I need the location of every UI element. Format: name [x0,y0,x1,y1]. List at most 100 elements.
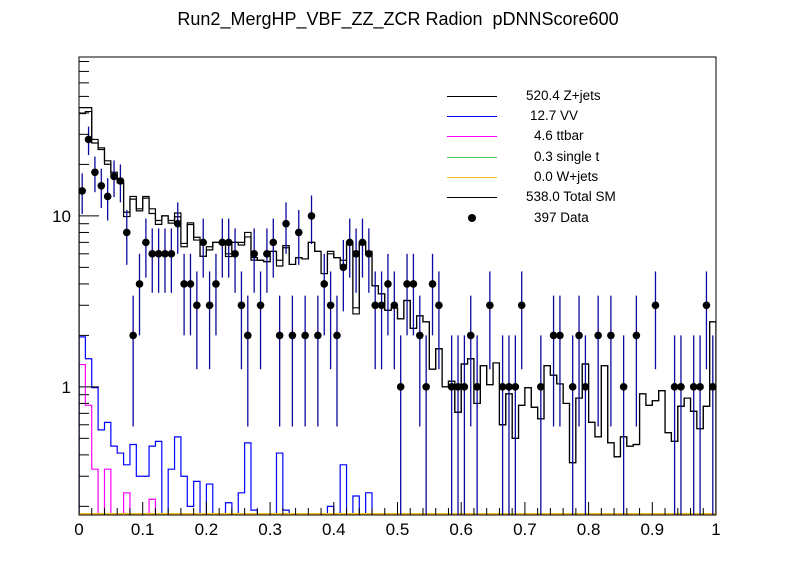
data-point [473,383,481,391]
data-point [193,301,201,310]
legend-label-total-sm: 538.0 Total SM [526,189,616,204]
data-point [454,383,462,391]
data-point [103,192,112,201]
data-point [358,238,367,247]
data-point [167,250,176,258]
x-tick-label: 0 [74,520,83,539]
data-point [148,250,157,258]
data-point [135,280,144,288]
x-tick-label: 0.4 [322,520,346,539]
data-point [377,301,386,310]
data-point [294,228,303,237]
x-tick-label: 0.5 [386,520,410,539]
data-point [556,331,564,340]
data-point [282,219,290,228]
data-point [537,383,545,391]
data-point [224,238,233,247]
legend-label-wjets: 0.0 W+jets [534,169,599,184]
data-point [575,331,583,340]
x-tick-label: 0.1 [131,520,155,539]
total-sm-histogram [79,106,716,515]
data-point [447,383,456,391]
data-point [371,301,380,310]
data-point [212,280,220,288]
data-point [231,250,239,258]
legend-marker-data [468,214,476,222]
data-point [677,383,685,391]
x-tick-label: 1 [711,520,720,539]
data-point [632,331,641,340]
data-point [275,331,284,340]
data-point [594,331,602,340]
data-point [549,331,558,340]
data-point [288,331,297,340]
data-point [651,301,660,310]
data-point [142,238,150,247]
data-point [173,219,182,228]
data-point [116,177,125,185]
data-point [581,383,590,391]
data-point [396,383,405,391]
x-tick-label: 0.2 [195,520,219,539]
data-point [78,187,86,195]
data-point [568,383,577,391]
data-point [460,383,469,391]
data-point [91,168,99,177]
vv-histogram [79,336,373,515]
data-point [689,383,698,391]
data-point [384,280,392,288]
data-point [314,331,322,340]
x-tick-label: 0.8 [577,520,601,539]
data-point [218,238,227,247]
legend-line-ttbar [447,136,497,137]
data-point [97,181,106,190]
data-point [301,331,309,340]
data-point [161,250,169,258]
data-point [390,301,399,310]
data-point [345,238,354,247]
data-point [339,263,348,272]
data-point [154,250,163,258]
data-point [619,383,628,391]
data-point [435,301,443,310]
chart-title: Run2_MergHP_VBF_ZZ_ZCR Radion pDNNScore6… [177,9,619,29]
data-point [409,280,418,288]
data-point [511,383,520,391]
data-point [250,250,258,258]
data-point [263,250,271,258]
data-point [415,331,424,340]
data-point [702,301,711,310]
x-tick-label: 0.3 [258,520,282,539]
legend-line-wjets [447,177,497,178]
data-point [186,280,195,288]
legend-line-single-t [447,157,497,158]
data-point [505,383,513,391]
data-point [466,331,475,340]
data-point [403,280,411,288]
data-point [180,280,188,288]
data-point [326,301,335,310]
legend-line-vv [447,116,497,117]
legend-label-data: 397 Data [534,210,589,225]
data-point [307,212,316,220]
x-tick-label: 0.7 [513,520,537,539]
data-point [709,383,717,391]
x-tick-label: 0.9 [640,520,664,539]
data-point [244,331,252,340]
data-point [84,135,93,144]
legend-line-zjets [447,96,497,97]
y-tick-label: 10 [52,207,71,226]
data-point [517,301,526,310]
data-point [670,383,679,391]
legend-label-zjets: 520.4 Z+jets [526,88,601,103]
data-point [365,250,373,258]
data-point [205,301,214,310]
data-point [110,172,118,181]
y-tick-label: 1 [62,378,71,397]
data-point [333,331,341,340]
legend-label-ttbar: 4.6 ttbar [534,128,584,143]
data-point [352,250,360,258]
data-point [607,331,615,340]
data-point [428,280,437,288]
